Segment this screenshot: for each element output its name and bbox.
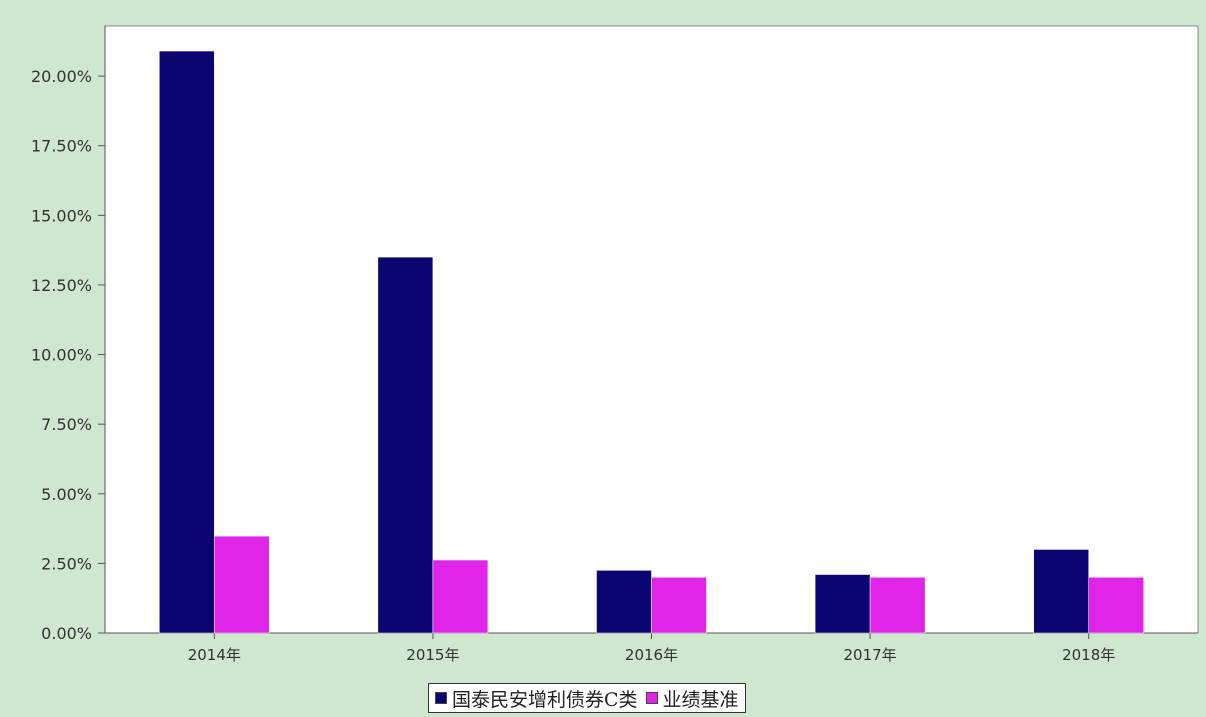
legend-label-benchmark: 业绩基准	[662, 688, 739, 711]
y-tick-label: 15.00%	[31, 206, 92, 225]
bar-fund-3	[814, 574, 871, 634]
plot-area	[104, 25, 1199, 634]
y-tick-label: 7.50%	[41, 415, 92, 434]
legend-item-fund: 国泰民安增利债券C类	[435, 685, 638, 712]
y-tick-label: 17.50%	[31, 137, 92, 156]
y-tick-label: 20.00%	[31, 67, 92, 86]
y-tick-label: 2.50%	[41, 554, 92, 573]
legend-label-fund: 国泰民安增利债券C类	[452, 688, 638, 711]
bar-benchmark-3	[869, 577, 926, 634]
y-tick-label: 10.00%	[31, 346, 92, 365]
legend-swatch-fund	[435, 692, 447, 704]
legend: 国泰民安增利债券C类 业绩基准	[428, 683, 746, 713]
y-axis: 0.00% 2.50% 5.00% 7.50% 10.00% 12.50% 15.00% 17…	[31, 26, 106, 643]
bar-fund-2	[596, 570, 652, 634]
x-tick-label: 2014年	[188, 646, 241, 664]
x-axis: 2014年 2015年 2016年 2017年 2018年	[105, 632, 1198, 664]
x-tick-label: 2018年	[1062, 646, 1115, 664]
y-tick-label: 12.50%	[31, 276, 92, 295]
bar-fund-0	[159, 50, 215, 634]
legend-item-benchmark: 业绩基准	[645, 685, 739, 712]
x-tick-label: 2015年	[406, 646, 459, 664]
y-tick-label: 5.00%	[41, 485, 92, 504]
x-tick-label: 2017年	[844, 646, 897, 664]
bar-benchmark-0	[214, 535, 270, 634]
bar-fund-1	[377, 256, 434, 634]
x-tick-label: 2016年	[625, 646, 678, 664]
bar-benchmark-2	[651, 577, 707, 634]
bars	[159, 50, 1144, 634]
y-tick-label: 0.00%	[41, 624, 92, 643]
bar-benchmark-1	[432, 559, 489, 634]
legend-swatch-benchmark	[645, 692, 658, 704]
bar-benchmark-4	[1088, 577, 1144, 634]
bar-fund-4	[1033, 549, 1089, 634]
